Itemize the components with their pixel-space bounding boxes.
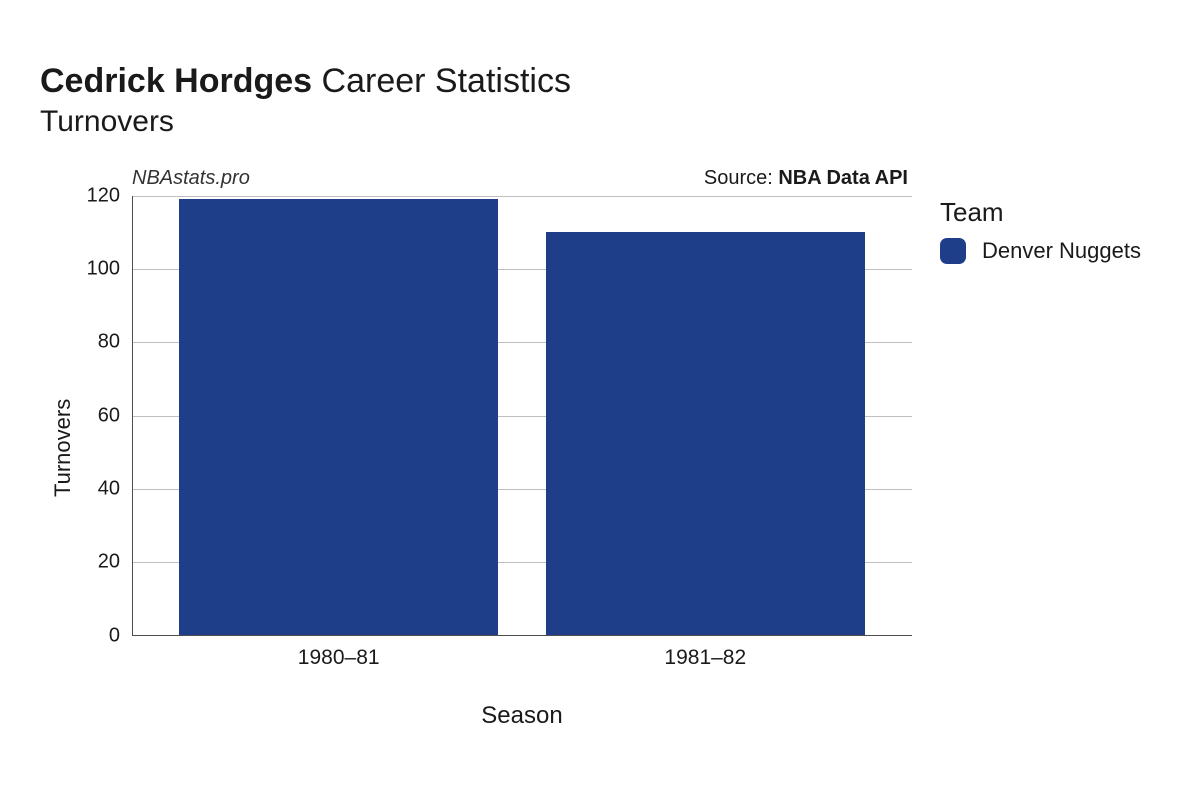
legend-swatch xyxy=(940,238,966,264)
x-tick-label: 1981–82 xyxy=(664,646,746,670)
chart-subtitle: Turnovers xyxy=(40,105,1160,139)
y-tick-label: 60 xyxy=(98,404,120,427)
title-suffix: Career Statistics xyxy=(312,62,571,100)
bar xyxy=(179,199,498,635)
bars-container xyxy=(132,196,912,636)
legend: Team Denver Nuggets xyxy=(940,197,1141,264)
y-tick-label: 100 xyxy=(87,257,120,280)
chart-container: Cedrick Hordges Career Statistics Turnov… xyxy=(0,0,1200,800)
plot-area: 020406080100120 xyxy=(76,196,912,636)
legend-label: Denver Nuggets xyxy=(982,238,1141,264)
x-axis-title: Season xyxy=(76,702,912,730)
watermark-text: NBAstats.pro xyxy=(132,167,250,190)
source-prefix: Source: xyxy=(704,167,778,189)
y-tick-label: 80 xyxy=(98,331,120,354)
y-axis-title: Turnovers xyxy=(40,228,76,668)
title-block: Cedrick Hordges Career Statistics Turnov… xyxy=(40,60,1160,139)
y-tick-label: 40 xyxy=(98,477,120,500)
chart-header-row: NBAstats.pro Source: NBA Data API xyxy=(76,167,912,196)
x-axis-line xyxy=(132,635,912,636)
legend-item: Denver Nuggets xyxy=(940,238,1141,264)
chart-wrap: Turnovers NBAstats.pro Source: NBA Data … xyxy=(40,167,1160,730)
x-tick-container: 1980–81 1981–82 xyxy=(76,642,912,676)
legend-items: Denver Nuggets xyxy=(940,238,1141,264)
legend-title: Team xyxy=(940,197,1141,228)
y-tick-label: 120 xyxy=(87,184,120,207)
chart-title: Cedrick Hordges Career Statistics xyxy=(40,60,1160,103)
bar xyxy=(546,232,865,635)
y-tick-label: 20 xyxy=(98,551,120,574)
title-player-name: Cedrick Hordges xyxy=(40,62,312,100)
y-tick-container: 020406080100120 xyxy=(76,196,126,636)
plot-column: NBAstats.pro Source: NBA Data API 020406… xyxy=(76,167,912,730)
source-label: Source: NBA Data API xyxy=(704,167,908,190)
x-tick-label: 1980–81 xyxy=(298,646,380,670)
source-name: NBA Data API xyxy=(778,167,908,189)
